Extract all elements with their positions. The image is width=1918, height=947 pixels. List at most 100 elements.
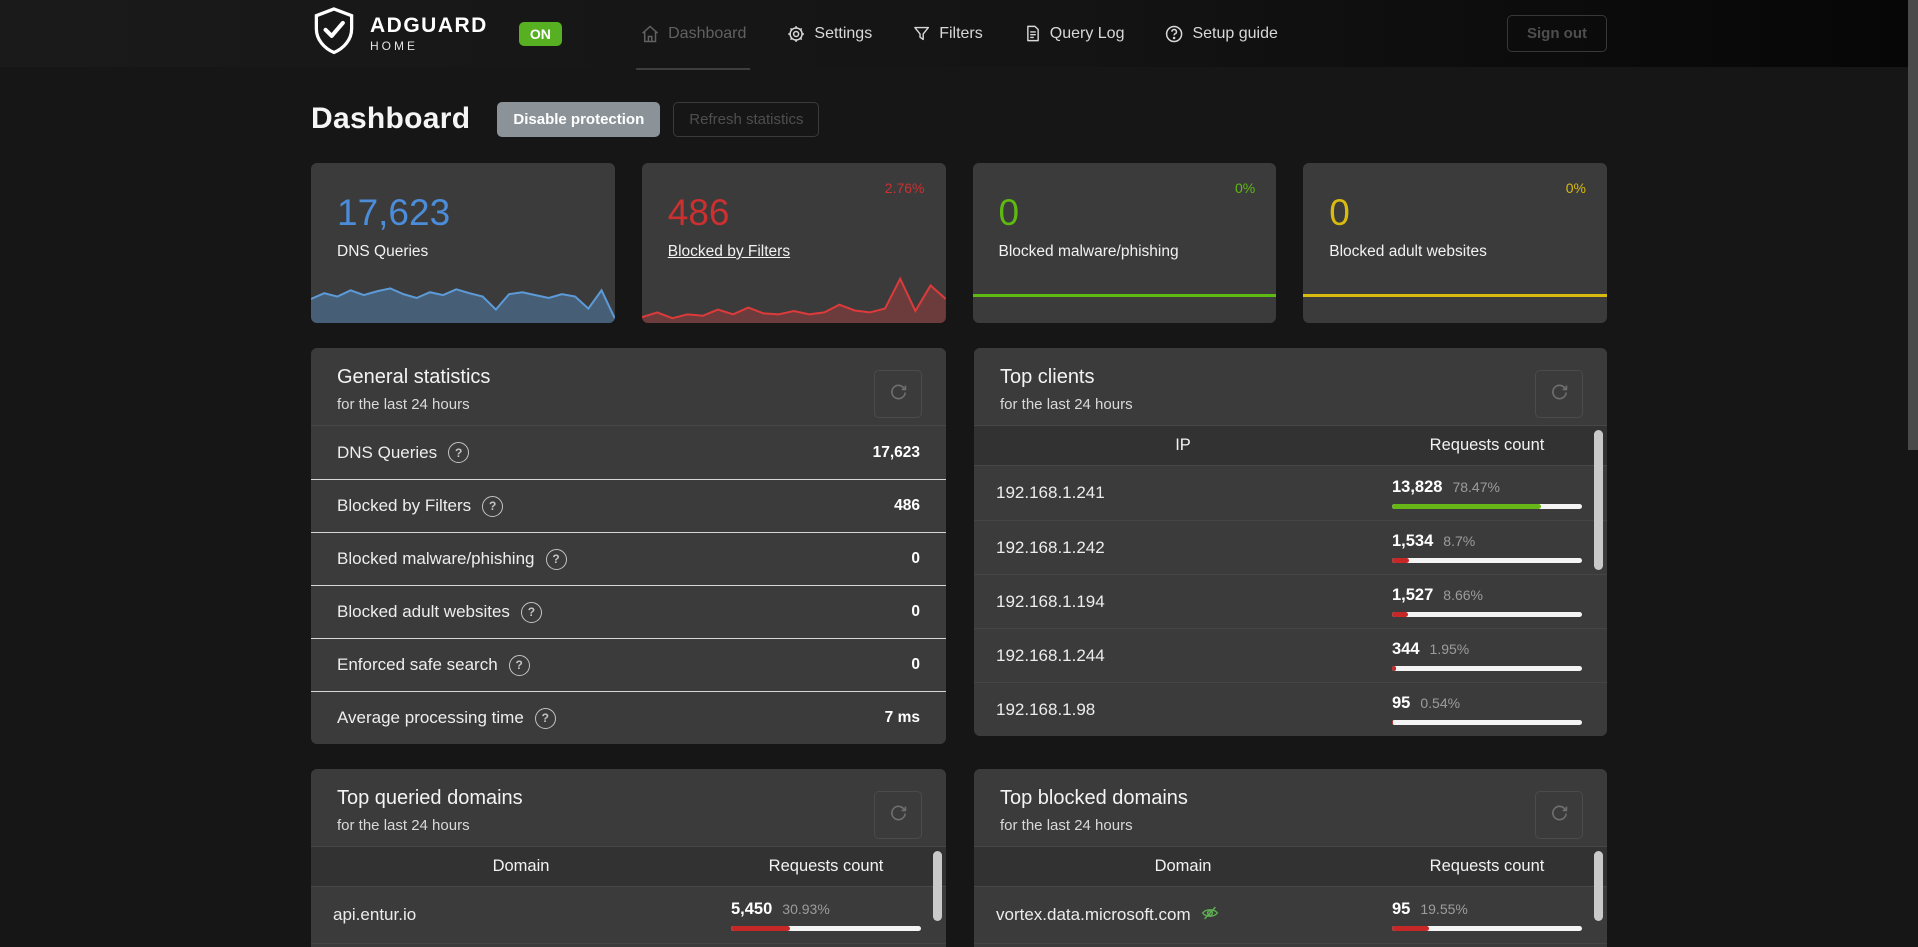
top-blocked-domains-panel: Top blocked domains for the last 24 hour… [974, 769, 1607, 947]
panel-subtitle: for the last 24 hours [337, 817, 470, 834]
help-icon[interactable]: ? [508, 654, 530, 676]
sign-out-button[interactable]: Sign out [1507, 15, 1607, 52]
domain-name: api.entur.io [333, 905, 417, 924]
top-clients-panel: Top clients for the last 24 hours IP Req… [974, 348, 1607, 736]
panel-subtitle: for the last 24 hours [337, 396, 470, 413]
help-icon[interactable]: ? [448, 442, 470, 463]
card-label: Blocked adult websites [1329, 243, 1487, 260]
blocked-filters-sparkline [641, 271, 946, 323]
blocked-adult-card: 0% 0 Blocked adult websites [1303, 163, 1607, 323]
refresh-icon [1550, 383, 1569, 405]
malware-flatline [972, 294, 1277, 297]
request-count: 95 [1392, 899, 1411, 918]
card-value: 0 [998, 192, 1020, 233]
nav-item-label: Settings [814, 24, 873, 42]
table-row: api.entur.io 5,450 30.93% [311, 887, 946, 943]
nav-item-query-log[interactable]: Query Log [1023, 0, 1124, 67]
panel-title: Top queried domains [337, 787, 523, 809]
table-header: IP Requests count [974, 426, 1607, 466]
nav-item-label: Setup guide [1192, 24, 1278, 42]
stat-row: Blocked by Filters? 486 [311, 479, 946, 532]
panel-scrollbar-thumb[interactable] [1594, 851, 1603, 921]
refresh-button[interactable] [874, 370, 922, 418]
disable-protection-button[interactable]: Disable protection [497, 101, 661, 137]
refresh-button[interactable] [1535, 370, 1583, 418]
adult-flatline [1303, 294, 1607, 297]
request-percent: 8.66% [1443, 587, 1483, 603]
stat-value: 0 [911, 603, 920, 620]
stat-label: Blocked adult websites [337, 602, 510, 621]
request-count: 95 [1392, 694, 1411, 712]
page-scrollbar[interactable] [1908, 0, 1918, 947]
table-row-partial [974, 943, 1607, 947]
help-icon[interactable]: ? [482, 495, 504, 517]
protection-status-badge: ON [518, 21, 562, 46]
client-ip: 192.168.1.98 [996, 699, 1096, 719]
stat-label: Average processing time [337, 708, 524, 727]
progress-bar [731, 925, 921, 931]
stat-label: Enforced safe search [337, 655, 498, 674]
refresh-icon [889, 383, 908, 405]
nav-item-setup-guide[interactable]: Setup guide [1164, 0, 1278, 67]
eye-off-icon[interactable] [1201, 904, 1219, 927]
client-ip: 192.168.1.194 [996, 591, 1105, 611]
adguard-shield-icon [311, 6, 357, 61]
table-row: 192.168.1.194 1,527 8.66% [974, 574, 1607, 628]
general-statistics-panel: General statistics for the last 24 hours… [311, 348, 946, 744]
refresh-button[interactable] [874, 791, 922, 839]
stat-row: Average processing time? 7 ms [311, 691, 946, 744]
progress-bar [1392, 720, 1582, 725]
adguard-home-logo[interactable]: ADGUARD HOME ON [311, 6, 562, 61]
refresh-button[interactable] [1535, 791, 1583, 839]
table-row: 192.168.1.98 95 0.54% [974, 682, 1607, 736]
stat-value: 0 [911, 550, 920, 567]
column-header-requests: Requests count [1429, 857, 1545, 875]
column-header-ip: IP [1175, 436, 1191, 454]
help-icon[interactable]: ? [534, 707, 556, 729]
home-icon [640, 24, 660, 44]
stat-row: Enforced safe search? 0 [311, 638, 946, 691]
request-count: 5,450 [731, 899, 773, 918]
table-header: Domain Requests count [311, 847, 946, 887]
top-queried-domains-panel: Top queried domains for the last 24 hour… [311, 769, 946, 947]
refresh-icon [1550, 804, 1569, 826]
funnel-icon [912, 24, 931, 43]
nav-item-settings[interactable]: Settings [786, 0, 872, 67]
request-count: 1,527 [1392, 586, 1434, 604]
panel-scrollbar-thumb[interactable] [933, 851, 942, 921]
domain-name: vortex.data.microsoft.com [996, 905, 1191, 924]
table-row: 192.168.1.242 1,534 8.7% [974, 520, 1607, 574]
refresh-statistics-button[interactable]: Refresh statistics [673, 101, 820, 137]
nav-item-dashboard[interactable]: Dashboard [636, 0, 751, 70]
panel-title: General statistics [337, 366, 491, 388]
column-header-domain: Domain [492, 857, 550, 875]
panel-scrollbar-thumb[interactable] [1594, 430, 1603, 570]
card-percent: 2.76% [884, 180, 925, 196]
client-ip: 192.168.1.241 [996, 483, 1105, 502]
table-row: 192.168.1.241 13,828 78.47% [974, 466, 1607, 520]
request-percent: 1.95% [1429, 641, 1470, 657]
help-icon[interactable]: ? [545, 548, 567, 570]
dns-queries-sparkline [311, 271, 615, 323]
brand-subtitle: HOME [370, 39, 418, 53]
table-row-partial [311, 943, 946, 947]
help-icon[interactable]: ? [520, 601, 542, 623]
stat-value: 7 ms [884, 709, 920, 726]
page-scrollbar-thumb[interactable] [1908, 0, 1918, 450]
stat-label: Blocked malware/phishing [337, 549, 535, 568]
column-header-requests: Requests count [1429, 436, 1545, 454]
blocked-by-filters-card: 2.76% 486 Blocked by Filters [641, 163, 946, 323]
blocked-by-filters-link[interactable]: Blocked by Filters [667, 243, 791, 260]
nav-item-filters[interactable]: Filters [912, 0, 983, 67]
stat-value: 486 [894, 497, 920, 514]
progress-bar [1392, 503, 1582, 509]
card-percent: 0% [1565, 180, 1586, 196]
card-value: 0 [1329, 192, 1350, 233]
request-count: 13,828 [1392, 477, 1443, 496]
request-percent: 19.55% [1420, 900, 1468, 917]
column-header-requests: Requests count [768, 857, 884, 875]
request-percent: 78.47% [1452, 478, 1500, 495]
nav-item-label: Dashboard [668, 24, 747, 42]
nav-item-label: Filters [939, 24, 983, 42]
client-ip: 192.168.1.242 [996, 537, 1105, 557]
